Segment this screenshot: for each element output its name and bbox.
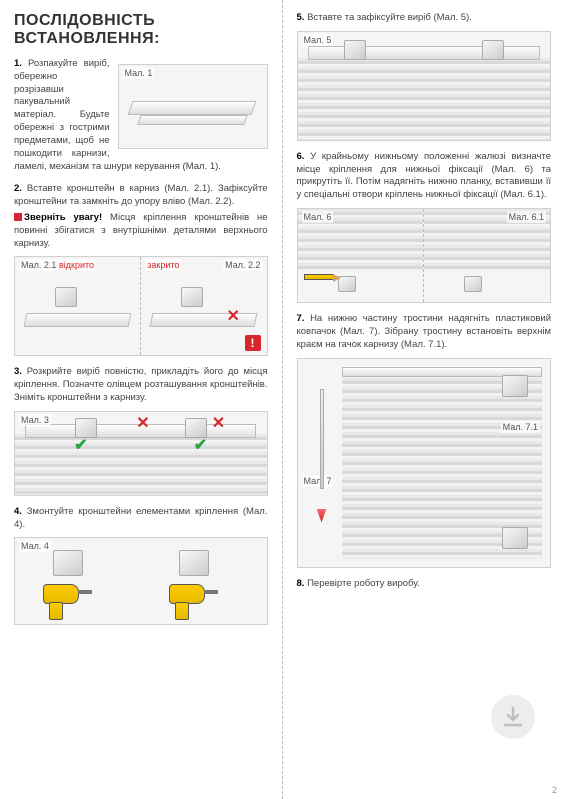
open-label: відкрито	[57, 259, 96, 271]
step-4-text: 4. Змонтуйте кронштейни елементами кріпл…	[14, 506, 268, 532]
step-3-text: 3. Розкрийте виріб повністю, прикладіть …	[14, 366, 268, 404]
step-6-body: У крайньому нижньому положенні жалюзі ви…	[297, 151, 552, 200]
figure-1: Мал. 1	[118, 64, 268, 149]
step-6-text: 6. У крайньому нижньому положенні жалюзі…	[297, 151, 552, 202]
x-mark-icon: ✕	[225, 309, 241, 325]
step-2-body: Вставте кронштейн в карниз (Мал. 2.1). З…	[14, 183, 268, 207]
page-title: ПОСЛІДОВНІСТЬ ВСТАНОВЛЕННЯ:	[14, 12, 268, 48]
step-5-text: 5. Вставте та зафіксуйте виріб (Мал. 5).	[297, 12, 552, 25]
drill-icon	[43, 584, 93, 622]
step-2-warning: Зверніть увагу! Місця кріплення кронштей…	[14, 212, 268, 250]
figure-4-label: Мал. 4	[19, 540, 51, 552]
step-3: 3. Розкрийте виріб повністю, прикладіть …	[14, 366, 268, 495]
step-5: 5. Вставте та зафіксуйте виріб (Мал. 5).…	[297, 12, 552, 141]
warning-label: Зверніть увагу!	[24, 212, 102, 223]
wand-cap-icon	[317, 509, 327, 523]
check-mark-icon: ✔	[193, 438, 209, 454]
step-4-body: Змонтуйте кронштейни елементами кріпленн…	[14, 506, 268, 530]
drill-icon	[169, 584, 219, 622]
step-1: Мал. 1 1. Розпакуйте виріб, обережно роз…	[14, 58, 268, 173]
step-7-body: На нижню частину тростини надягніть плас…	[297, 313, 552, 350]
figure-7: Мал. 7 Мал. 7.1	[297, 358, 552, 568]
figure-3: Мал. 3 ✕ ✕ ✔ ✔	[14, 411, 268, 496]
step-3-num: 3.	[14, 366, 22, 377]
figure-2: Мал. 2.1 відкрито Мал. 2.2 закрито ✕ !	[14, 256, 268, 356]
figure-1-label: Мал. 1	[123, 67, 155, 79]
left-column: ПОСЛІДОВНІСТЬ ВСТАНОВЛЕННЯ: Мал. 1 1. Ро…	[0, 0, 283, 799]
x-mark-icon: ✕	[211, 416, 227, 432]
figure-5: Мал. 5	[297, 31, 552, 141]
step-7-num: 7.	[297, 313, 305, 324]
figure-7-1-label: Мал. 7.1	[501, 421, 540, 433]
step-4: 4. Змонтуйте кронштейни елементами кріпл…	[14, 506, 268, 626]
step-2: 2. Вставте кронштейн в карниз (Мал. 2.1)…	[14, 183, 268, 356]
figure-3-label: Мал. 3	[19, 414, 51, 426]
step-8-text: 8. Перевірте роботу виробу.	[297, 578, 552, 591]
figure-5-label: Мал. 5	[302, 34, 334, 46]
step-1-num: 1.	[14, 58, 22, 69]
figure-2-2: Мал. 2.2 закрито ✕ !	[141, 257, 266, 355]
figure-4-right	[141, 538, 267, 624]
step-6-num: 6.	[297, 151, 305, 162]
closed-label: закрито	[145, 259, 181, 271]
figure-6: Мал. 6 Мал. 6.1	[297, 208, 552, 303]
step-5-num: 5.	[297, 12, 305, 23]
step-4-num: 4.	[14, 506, 22, 517]
figure-4: Мал. 4	[14, 537, 268, 625]
warning-icon	[14, 213, 22, 221]
step-3-body: Розкрийте виріб повністю, прикладіть йог…	[14, 366, 268, 403]
step-2-text: 2. Вставте кронштейн в карниз (Мал. 2.1)…	[14, 183, 268, 209]
figure-4-left: Мал. 4	[15, 538, 141, 624]
page-number: 2	[552, 785, 557, 795]
figure-6-1-label: Мал. 6.1	[507, 211, 546, 223]
figure-6-right: Мал. 6.1	[424, 209, 550, 302]
figure-2-1-label: Мал. 2.1	[19, 259, 58, 271]
watermark-icon	[491, 695, 535, 739]
wand-icon	[320, 389, 324, 489]
step-5-body: Вставте та зафіксуйте виріб (Мал. 5).	[307, 12, 472, 23]
figure-6-label: Мал. 6	[302, 211, 334, 223]
figure-2-1: Мал. 2.1 відкрито	[15, 257, 141, 355]
right-column: 5. Вставте та зафіксуйте виріб (Мал. 5).…	[283, 0, 565, 799]
check-mark-icon: ✔	[73, 438, 89, 454]
step-7-text: 7. На нижню частину тростини надягніть п…	[297, 313, 552, 351]
step-8: 8. Перевірте роботу виробу.	[297, 578, 552, 591]
pencil-icon	[304, 274, 334, 280]
figure-6-left: Мал. 6	[298, 209, 425, 302]
figure-2-2-label: Мал. 2.2	[223, 259, 262, 271]
alert-icon: !	[245, 335, 261, 351]
step-7: 7. На нижню частину тростини надягніть п…	[297, 313, 552, 567]
step-2-num: 2.	[14, 183, 22, 194]
step-8-num: 8.	[297, 578, 305, 589]
step-6: 6. У крайньому нижньому положенні жалюзі…	[297, 151, 552, 303]
figure-7-label: Мал. 7	[302, 475, 334, 487]
step-8-body: Перевірте роботу виробу.	[307, 578, 420, 589]
x-mark-icon: ✕	[135, 416, 151, 432]
